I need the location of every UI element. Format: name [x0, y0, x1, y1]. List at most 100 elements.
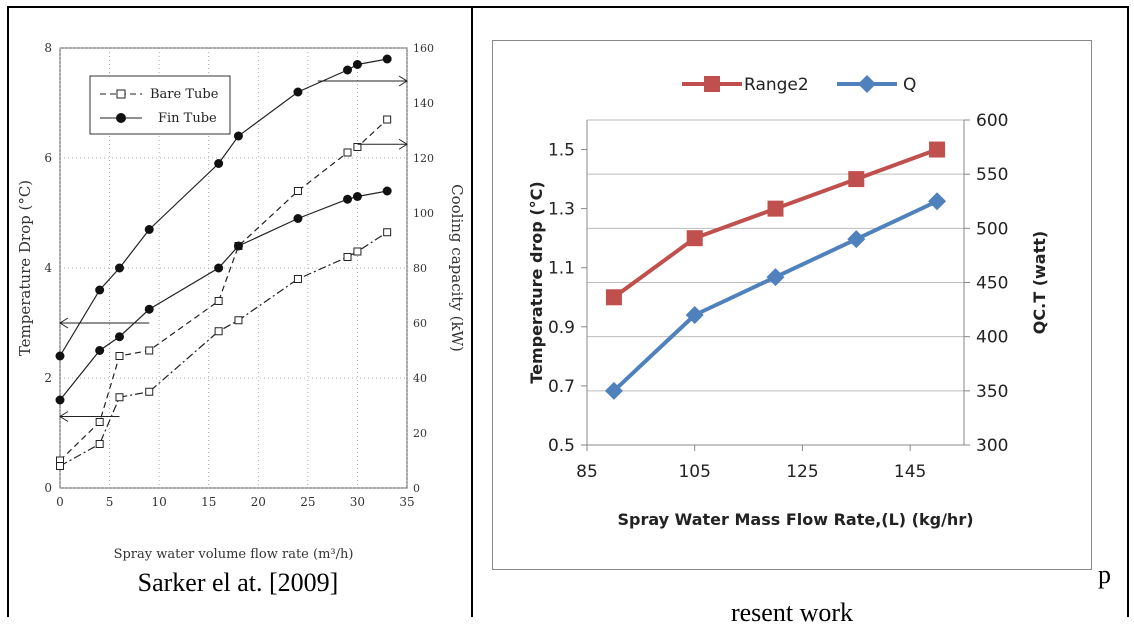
- series-line: [60, 120, 387, 461]
- data-point: [96, 441, 103, 448]
- data-point: [606, 289, 622, 305]
- y2-tick-label: 600: [976, 111, 1008, 131]
- data-point: [56, 396, 65, 405]
- y2-tick-label: 140: [413, 97, 434, 110]
- y2-tick-label: 100: [413, 207, 434, 220]
- y2-tick-label: 80: [413, 262, 427, 275]
- table-border-top: [7, 6, 1129, 8]
- y-axis-label: Temperature Drop (°C): [16, 180, 34, 356]
- legend-marker-bare: [117, 90, 125, 98]
- right-caption-fragment: p: [1098, 560, 1111, 590]
- x-tick-label: 85: [576, 462, 598, 482]
- data-point: [145, 305, 154, 314]
- y2-tick-label: 400: [976, 328, 1008, 348]
- y2-tick-label: 500: [976, 219, 1008, 239]
- x-tick-label: 10: [152, 495, 167, 509]
- data-point: [116, 394, 123, 401]
- data-point: [234, 242, 243, 251]
- right-caption: resent work: [492, 600, 1092, 626]
- y-tick-label: 0.7: [548, 377, 575, 397]
- series-line: [60, 232, 387, 466]
- data-point: [294, 276, 301, 283]
- x-tick-label: 35: [399, 495, 414, 509]
- data-point: [214, 159, 223, 168]
- data-point: [929, 142, 945, 158]
- data-point: [215, 328, 222, 335]
- y-axis-label: Temperature drop (°C): [527, 181, 546, 383]
- data-point: [383, 187, 392, 196]
- data-point: [293, 214, 302, 223]
- data-point: [344, 254, 351, 261]
- data-point: [95, 286, 104, 295]
- legend-label: Fin Tube: [158, 111, 217, 126]
- right-chart: 300 350 400 450 500 550 600 0.5 0.7 0.9 1.1 1.3 1.5 8…: [492, 40, 1092, 570]
- x-tick-label: 0: [56, 495, 64, 509]
- data-point: [115, 332, 124, 341]
- x-tick-label: 5: [106, 495, 114, 509]
- y2-tick-label: 450: [976, 274, 1008, 294]
- y2-tick-label: 350: [976, 382, 1008, 402]
- legend: Bare Tube Fin Tube: [90, 76, 230, 134]
- data-point: [384, 116, 391, 123]
- y2-tick-label: 550: [976, 165, 1008, 185]
- data-point: [383, 55, 392, 64]
- data-point: [687, 230, 703, 246]
- data-point: [116, 353, 123, 360]
- y-tick-label: 1.3: [548, 200, 575, 220]
- legend-marker-range2: [704, 76, 720, 92]
- y-tick-label: 6: [44, 151, 52, 165]
- left-chart: 0 5 10 15 20 25 30 3502468020406080100120140160…: [12, 18, 464, 583]
- x-tick-label: 105: [678, 462, 710, 482]
- y2-tick-label: 60: [413, 317, 427, 330]
- data-point: [115, 264, 124, 273]
- legend-label: Bare Tube: [150, 87, 219, 102]
- x-axis-label: Spray Water Mass Flow Rate,(L) (kg/hr): [617, 510, 973, 529]
- y2-tick-label: 120: [413, 152, 434, 165]
- x-tick-label: 30: [350, 495, 365, 509]
- data-point: [146, 347, 153, 354]
- x-tick-label: 15: [201, 495, 216, 509]
- data-point: [57, 463, 64, 470]
- series-line: [60, 191, 387, 400]
- legend-label: Q: [903, 75, 916, 95]
- data-point: [343, 66, 352, 75]
- data-point: [848, 171, 864, 187]
- data-point: [384, 229, 391, 236]
- data-point: [294, 188, 301, 195]
- y-tick-label: 0.5: [548, 436, 575, 456]
- y2-tick-label: 160: [413, 42, 434, 55]
- y2-tick-label: 0: [413, 482, 420, 495]
- y2-axis-label: Cooling capacity (kW): [448, 184, 464, 352]
- y2-axis-label: QC.T (watt): [1030, 231, 1049, 334]
- x-tick-label: 25: [300, 495, 315, 509]
- y-tick-label: 1.5: [548, 141, 575, 161]
- data-point: [353, 192, 362, 201]
- legend-marker-fin: [116, 113, 126, 123]
- y-tick-label: 1.1: [548, 259, 575, 279]
- y-tick-label: 0: [44, 481, 52, 495]
- data-point: [235, 317, 242, 324]
- data-point: [354, 248, 361, 255]
- data-point: [234, 132, 243, 141]
- x-tick-label: 145: [894, 462, 926, 482]
- data-point: [293, 88, 302, 97]
- table-border-right: [1127, 6, 1129, 617]
- y-tick-label: 8: [44, 41, 52, 55]
- data-point: [95, 346, 104, 355]
- data-point: [145, 225, 154, 234]
- data-point: [96, 419, 103, 426]
- y-tick-label: 4: [44, 261, 52, 275]
- left-caption: Sarker el at. [2009]: [12, 568, 464, 598]
- data-point: [146, 388, 153, 395]
- data-point: [353, 60, 362, 69]
- data-point: [215, 298, 222, 305]
- table-border-middle: [471, 6, 473, 617]
- x-axis-label: Spray water volume flow rate (m³/h): [114, 547, 354, 562]
- y-tick-label: 0.9: [548, 318, 575, 338]
- y2-tick-label: 20: [413, 427, 427, 440]
- x-tick-label: 125: [786, 462, 818, 482]
- data-point: [344, 149, 351, 156]
- y2-tick-label: 40: [413, 372, 427, 385]
- y-tick-label: 2: [44, 371, 52, 385]
